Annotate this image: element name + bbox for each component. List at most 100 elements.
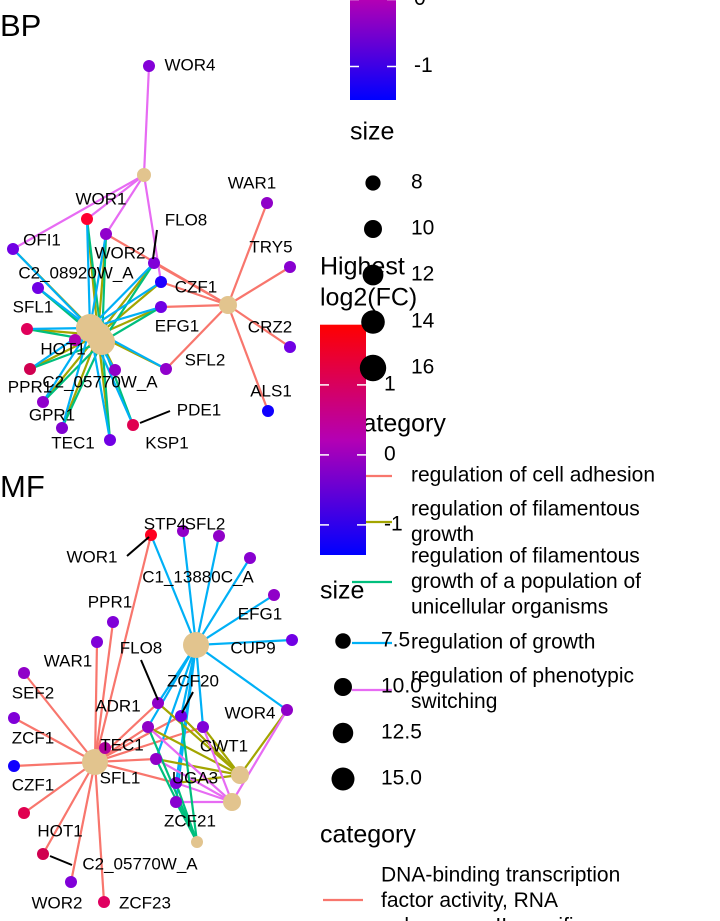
colorbar-title: Highest — [320, 253, 405, 281]
network-edge — [94, 715, 182, 763]
gene-label: C2_05770W_A — [82, 854, 198, 873]
network-edge — [165, 304, 229, 370]
gene-label: ZCF1 — [12, 728, 55, 747]
network-edge — [149, 534, 198, 646]
gene-node — [213, 530, 225, 542]
legend-label: regulation of filamentous — [411, 545, 640, 568]
colorbar-tick-label: 0 — [414, 0, 426, 10]
gene-node — [37, 396, 49, 408]
size-legend-label: 12.5 — [381, 721, 422, 744]
network-edge — [175, 781, 233, 804]
network-edge — [23, 761, 96, 814]
gene-label: WOR2 — [32, 893, 83, 912]
legend-label: regulation of growth — [411, 631, 595, 654]
network-edge — [13, 760, 96, 768]
gene-node — [160, 363, 172, 375]
network-edge — [160, 280, 229, 307]
gene-label: C2_08920W_A — [18, 263, 134, 282]
network-edge — [94, 760, 177, 785]
network-edge — [86, 174, 145, 220]
category-node — [82, 749, 108, 775]
size-legend-dot — [332, 722, 354, 744]
gene-node — [127, 419, 139, 431]
gene-node — [100, 228, 112, 240]
gene-node — [65, 876, 77, 888]
colorbar-tick-label: 0 — [384, 442, 396, 465]
gene-label: TRY5 — [249, 237, 292, 256]
gene-label: WOR4 — [225, 703, 276, 722]
category-node — [223, 793, 241, 811]
gene-label: EFG1 — [238, 604, 282, 623]
gene-node — [197, 721, 209, 733]
label-leader — [126, 536, 150, 557]
gene-label: ZCF23 — [119, 893, 171, 912]
network-edge — [105, 174, 145, 235]
gene-label: ZCF20 — [167, 671, 219, 690]
panel-title: BP — [0, 8, 41, 43]
size-legend-label: 7.5 — [381, 629, 410, 652]
gene-label: STP4 — [144, 514, 187, 533]
network-edge — [12, 248, 91, 329]
gene-node — [155, 301, 167, 313]
category-node — [137, 168, 151, 182]
category-node — [191, 836, 203, 848]
gene-label: ALS1 — [250, 381, 292, 400]
network-edge — [194, 644, 205, 728]
category-legend-title: category — [320, 821, 416, 849]
network-edge — [226, 202, 269, 306]
gene-label: ADR1 — [95, 696, 140, 715]
network-edge — [13, 717, 96, 763]
gene-node — [81, 213, 93, 225]
gene-node — [99, 742, 111, 754]
network-edge — [155, 757, 241, 777]
size-legend-dot — [362, 264, 384, 286]
size-legend-label: 8 — [411, 171, 423, 194]
legend-label: switching — [411, 690, 497, 713]
colorbar-tick-label: -1 — [414, 54, 433, 77]
network-edge — [12, 174, 145, 250]
network-edge — [89, 281, 162, 329]
gene-node — [56, 422, 68, 434]
gene-label: TEC1 — [51, 433, 94, 452]
gene-label: WOR1 — [67, 547, 118, 566]
gene-node — [18, 667, 30, 679]
gene-node — [8, 712, 20, 724]
gene-node — [152, 697, 164, 709]
gene-node — [37, 848, 49, 860]
gene-label: WAR1 — [228, 173, 277, 192]
gene-label: CUP9 — [230, 638, 275, 657]
gene-label: WAR1 — [44, 651, 93, 670]
gene-node — [8, 760, 20, 772]
category-node — [183, 632, 209, 658]
gene-node — [170, 777, 182, 789]
gene-label: SFL1 — [13, 297, 54, 316]
network-edge — [93, 641, 99, 763]
size-legend-dot — [359, 354, 387, 382]
gene-node — [98, 896, 110, 908]
gene-node — [284, 341, 296, 353]
legend-label: DNA-binding transcription — [381, 864, 620, 887]
size-legend-label: 15.0 — [381, 767, 422, 790]
legend-label: regulation of cell adhesion — [411, 464, 655, 487]
legend-label: regulation of phenotypic — [411, 665, 634, 688]
label-leader — [49, 855, 73, 866]
network-edge — [97, 281, 162, 336]
gene-node — [107, 616, 119, 628]
gene-label: WOR4 — [165, 55, 216, 74]
label-leader — [139, 410, 171, 424]
network-edge — [226, 304, 270, 412]
network-edge — [227, 304, 291, 348]
gene-node — [24, 363, 36, 375]
gene-label: C1_13880C_A — [142, 567, 254, 586]
colorbar-title: log2(FC) — [320, 284, 417, 312]
gene-node — [281, 704, 293, 716]
gene-label: UGA3 — [172, 768, 218, 787]
network-edge — [157, 702, 241, 776]
gene-label: PPR1 — [88, 592, 132, 611]
network-edge — [175, 773, 241, 785]
legend-label: growth of a population of — [411, 570, 641, 593]
gene-label: OFI1 — [23, 230, 61, 249]
gene-node — [262, 405, 274, 417]
gene-label: CRZ2 — [248, 317, 292, 336]
